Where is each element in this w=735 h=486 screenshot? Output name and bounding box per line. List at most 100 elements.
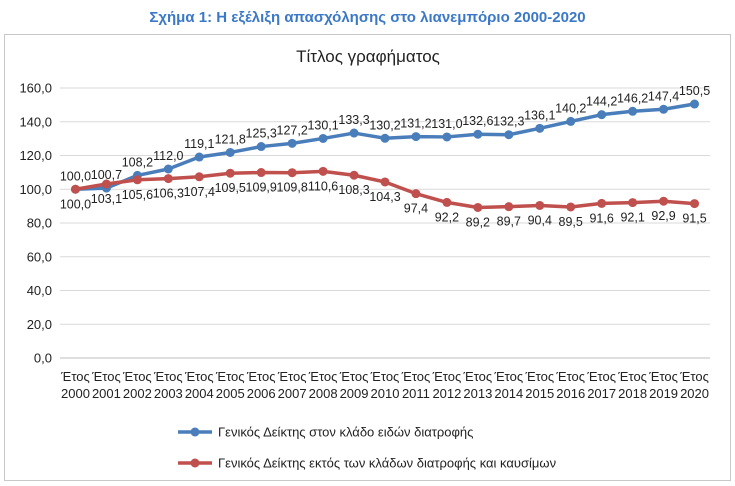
data-label: 100,0 bbox=[60, 197, 91, 211]
data-point bbox=[504, 130, 514, 140]
data-point bbox=[380, 177, 390, 187]
legend-label-2: Γενικός Δείκτης εκτός των κλάδων διατροφ… bbox=[218, 456, 556, 471]
data-point bbox=[535, 200, 545, 210]
y-tick-label: 80,0 bbox=[27, 216, 52, 231]
data-point bbox=[349, 170, 359, 180]
data-point bbox=[442, 132, 452, 142]
data-point bbox=[411, 189, 421, 199]
x-tick-label: Έτος 2011 bbox=[401, 369, 431, 401]
x-tick-label: Έτος 2006 bbox=[246, 369, 276, 401]
data-point bbox=[318, 166, 328, 176]
data-point bbox=[659, 196, 669, 206]
data-label: 104,3 bbox=[369, 190, 400, 204]
data-label: 97,4 bbox=[404, 202, 428, 216]
data-point bbox=[504, 202, 514, 212]
x-tick-label: Έτος 2005 bbox=[215, 369, 245, 401]
x-tick-label: Έτος 2016 bbox=[555, 369, 585, 401]
data-label: 106,3 bbox=[153, 187, 184, 201]
data-label: 130,2 bbox=[369, 118, 400, 132]
data-label: 108,3 bbox=[338, 183, 369, 197]
data-label: 112,0 bbox=[153, 149, 183, 163]
data-point bbox=[690, 99, 700, 109]
data-label: 109,9 bbox=[246, 181, 277, 195]
legend-marker bbox=[190, 458, 200, 468]
data-point bbox=[287, 168, 297, 178]
data-label: 91,5 bbox=[682, 212, 706, 226]
y-tick-label: 0,0 bbox=[34, 351, 52, 366]
data-point bbox=[566, 116, 576, 126]
x-tick-label: Έτος 2012 bbox=[432, 369, 462, 401]
x-tick-label: Έτος 2020 bbox=[679, 369, 709, 401]
data-point bbox=[287, 138, 297, 148]
data-label: 150,5 bbox=[679, 84, 710, 98]
x-tick-label: Έτος 2013 bbox=[463, 369, 493, 401]
data-label: 109,5 bbox=[215, 181, 246, 195]
data-label: 89,2 bbox=[466, 215, 490, 229]
data-label: 107,4 bbox=[184, 185, 215, 199]
data-point bbox=[70, 184, 80, 194]
x-tick-label: Έτος 2019 bbox=[648, 369, 678, 401]
data-label: 121,8 bbox=[215, 132, 246, 146]
y-tick-label: 20,0 bbox=[27, 317, 52, 332]
data-point bbox=[349, 128, 359, 138]
x-tick-label: Έτος 2001 bbox=[91, 369, 121, 401]
data-label: 91,6 bbox=[589, 211, 613, 225]
data-point bbox=[225, 168, 235, 178]
y-tick-label: 120,0 bbox=[19, 148, 52, 163]
data-label: 147,4 bbox=[648, 89, 679, 103]
y-tick-label: 160,0 bbox=[19, 81, 52, 96]
data-label: 89,5 bbox=[559, 215, 583, 229]
data-point bbox=[628, 198, 638, 208]
data-label: 146,2 bbox=[617, 91, 648, 105]
x-tick-label: Έτος 2010 bbox=[370, 369, 400, 401]
x-tick-label: Έτος 2007 bbox=[277, 369, 307, 401]
data-point bbox=[566, 202, 576, 212]
figure-caption: Σχήμα 1: Η εξέλιξη απασχόλησης στο λιανε… bbox=[149, 9, 586, 26]
data-label: 136,1 bbox=[524, 108, 555, 122]
data-point bbox=[318, 133, 328, 143]
x-tick-label: Έτος 2009 bbox=[339, 369, 369, 401]
data-point bbox=[690, 199, 700, 209]
data-label: 144,2 bbox=[586, 95, 617, 109]
data-label: 103,1 bbox=[91, 192, 122, 206]
data-label: 90,4 bbox=[528, 213, 552, 227]
gridlines bbox=[60, 87, 710, 359]
data-point bbox=[535, 123, 545, 133]
data-point bbox=[380, 133, 390, 143]
x-tick-label: Έτος 2017 bbox=[586, 369, 616, 401]
data-point bbox=[225, 147, 235, 157]
x-tick-label: Έτος 2000 bbox=[60, 369, 90, 401]
data-label: 92,2 bbox=[435, 210, 459, 224]
legend: Γενικός Δείκτης στον κλάδο ειδών διατροφ… bbox=[178, 425, 556, 471]
data-point bbox=[473, 129, 483, 139]
data-label: 110,6 bbox=[308, 179, 338, 193]
data-point bbox=[194, 172, 204, 182]
data-point bbox=[163, 164, 173, 174]
data-point bbox=[411, 132, 421, 142]
data-point bbox=[194, 152, 204, 162]
y-tick-label: 100,0 bbox=[19, 182, 52, 197]
data-point bbox=[628, 106, 638, 116]
data-label: 127,2 bbox=[277, 123, 308, 137]
data-point bbox=[659, 104, 669, 114]
data-label: 100,0 bbox=[60, 169, 91, 183]
series-lines bbox=[70, 99, 700, 212]
data-label: 130,1 bbox=[307, 118, 338, 132]
data-label: 131,2 bbox=[400, 117, 431, 131]
data-label: 105,6 bbox=[122, 188, 153, 202]
data-label: 108,2 bbox=[122, 155, 153, 169]
y-tick-label: 60,0 bbox=[27, 249, 52, 264]
data-point bbox=[442, 197, 452, 207]
legend-marker bbox=[190, 427, 200, 437]
x-tick-label: Έτος 2008 bbox=[308, 369, 338, 401]
data-point bbox=[597, 198, 607, 208]
data-label: 92,1 bbox=[620, 211, 644, 225]
x-tick-label: Έτος 2014 bbox=[493, 369, 523, 401]
data-label: 119,1 bbox=[184, 137, 214, 151]
data-label: 89,7 bbox=[497, 215, 521, 229]
data-label: 132,6 bbox=[462, 114, 493, 128]
x-tick-label: Έτος 2018 bbox=[617, 369, 647, 401]
